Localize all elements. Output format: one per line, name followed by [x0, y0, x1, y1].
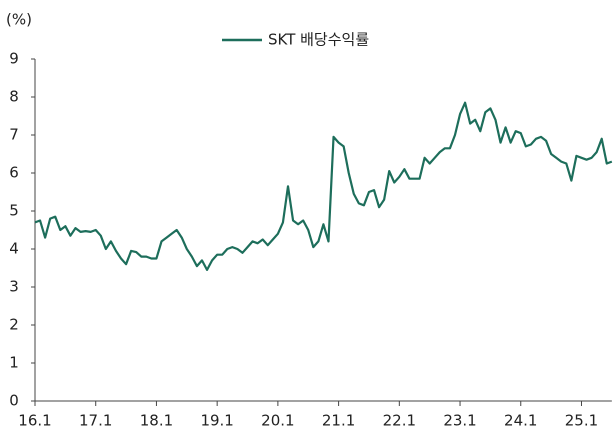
- y-tick-label: 8: [9, 88, 19, 106]
- y-tick-label: 3: [9, 278, 19, 296]
- y-tick-label: 1: [9, 354, 19, 372]
- legend-label: SKT 배당수익률: [268, 31, 369, 49]
- x-tick-label: 21.1: [322, 412, 355, 430]
- y-tick-label: 2: [9, 316, 19, 334]
- y-tick-label: 7: [9, 126, 19, 144]
- x-tick-label: 19.1: [200, 412, 233, 430]
- y-tick-label: 6: [9, 164, 19, 182]
- line-series: [34, 101, 613, 271]
- x-tick-label: 20.1: [261, 412, 294, 430]
- x-tick-label: 24.1: [504, 412, 537, 430]
- x-tick-label: 23.1: [443, 412, 476, 430]
- x-tick-label: 16.1: [18, 412, 51, 430]
- x-tick-label: 17.1: [79, 412, 112, 430]
- y-tick-label: 9: [9, 50, 19, 68]
- unit-label: (%): [6, 11, 32, 29]
- x-tick-label: 25.1: [565, 412, 598, 430]
- y-tick-label: 4: [9, 240, 19, 258]
- x-tick-label: 18.1: [140, 412, 173, 430]
- y-tick-label: 5: [9, 202, 19, 220]
- y-tick-label: 0: [9, 392, 19, 410]
- x-tick-label: 22.1: [383, 412, 416, 430]
